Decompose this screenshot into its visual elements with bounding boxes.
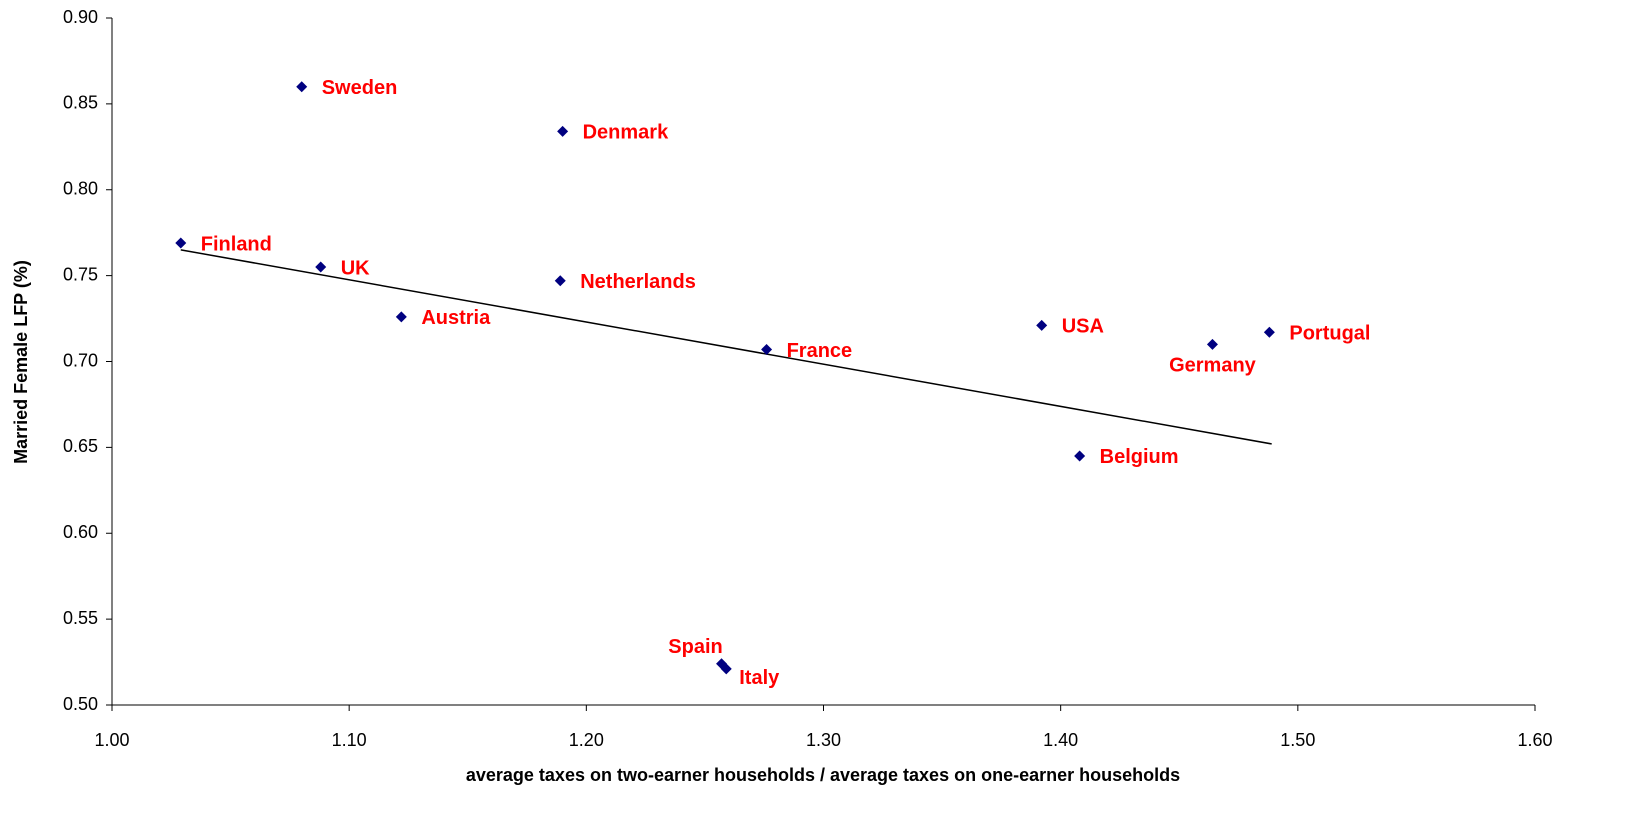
- point-label: UK: [341, 257, 370, 279]
- point: [1074, 450, 1086, 462]
- point: [1036, 319, 1048, 331]
- x-tick-label: 1.20: [569, 730, 604, 750]
- point-label: Netherlands: [580, 271, 696, 293]
- y-tick-label: 0.75: [63, 264, 98, 284]
- point-label: Belgium: [1100, 446, 1179, 468]
- point: [761, 343, 773, 355]
- y-tick-label: 0.80: [63, 179, 98, 199]
- point-label: Italy: [739, 667, 780, 689]
- y-tick-label: 0.65: [63, 436, 98, 456]
- point-label: USA: [1062, 316, 1104, 338]
- point-label: Finland: [201, 233, 272, 255]
- trend-line: [180, 249, 1272, 445]
- x-axis-title: average taxes on two-earner households /…: [466, 765, 1180, 785]
- point: [296, 81, 308, 93]
- x-tick-label: 1.40: [1043, 730, 1078, 750]
- y-tick-label: 0.60: [63, 522, 98, 542]
- y-tick-label: 0.85: [63, 93, 98, 113]
- point: [1263, 326, 1275, 338]
- point: [557, 125, 569, 137]
- point-label: Sweden: [322, 77, 398, 99]
- x-tick-label: 1.10: [332, 730, 367, 750]
- point: [554, 275, 566, 287]
- point: [1206, 338, 1218, 350]
- y-tick-label: 0.90: [63, 7, 98, 27]
- point: [315, 261, 327, 273]
- y-tick-label: 0.50: [63, 694, 98, 714]
- point: [175, 237, 187, 249]
- x-tick-label: 1.60: [1517, 730, 1552, 750]
- point-label: Germany: [1169, 355, 1257, 377]
- point: [720, 663, 732, 675]
- point-label: Spain: [668, 636, 722, 658]
- point-label: France: [787, 340, 853, 362]
- x-tick-label: 1.00: [94, 730, 129, 750]
- x-tick-label: 1.30: [806, 730, 841, 750]
- point-label: Portugal: [1289, 323, 1370, 345]
- point-label: Denmark: [583, 122, 669, 144]
- y-axis-title: Married Female LFP (%): [11, 260, 31, 464]
- point: [395, 311, 407, 323]
- point-label: Austria: [421, 307, 491, 329]
- y-tick-label: 0.55: [63, 608, 98, 628]
- x-tick-label: 1.50: [1280, 730, 1315, 750]
- y-tick-label: 0.70: [63, 350, 98, 370]
